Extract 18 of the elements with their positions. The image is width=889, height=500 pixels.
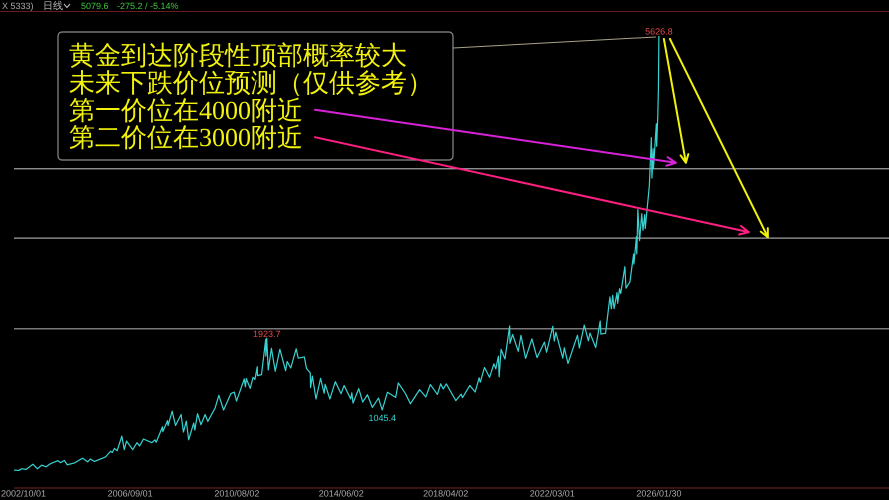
data-label: 1923.7 — [252, 328, 280, 339]
x-tick-label: 2010/08/02 — [214, 488, 260, 498]
x-tick-label: 2026/01/30 — [636, 488, 682, 498]
annotation: 未来下跌价位预测（仅供参考） — [69, 68, 433, 98]
data-label: 1045.4 — [368, 412, 396, 423]
text: -275.2 / -5.14% — [117, 1, 179, 11]
annotation: 第二价位在3000附近 — [69, 123, 303, 152]
x-tick-label: 2006/09/01 — [108, 488, 153, 498]
x-tick-label: 2022/03/01 — [530, 488, 575, 498]
x-tick-label: 2002/10/01 — [0, 488, 46, 498]
text: X 5333) — [2, 1, 34, 11]
text: 日线 — [43, 0, 63, 12]
annotation: 黄金到达阶段性顶部概率较大 — [69, 41, 407, 70]
data-label: 5626.8 — [645, 26, 673, 36]
annotation: 第一价位在4000附近 — [69, 96, 303, 125]
text: 5079.6 — [81, 1, 109, 11]
x-tick-label: 2014/06/02 — [318, 488, 364, 498]
x-tick-label: 2018/04/02 — [423, 488, 468, 498]
